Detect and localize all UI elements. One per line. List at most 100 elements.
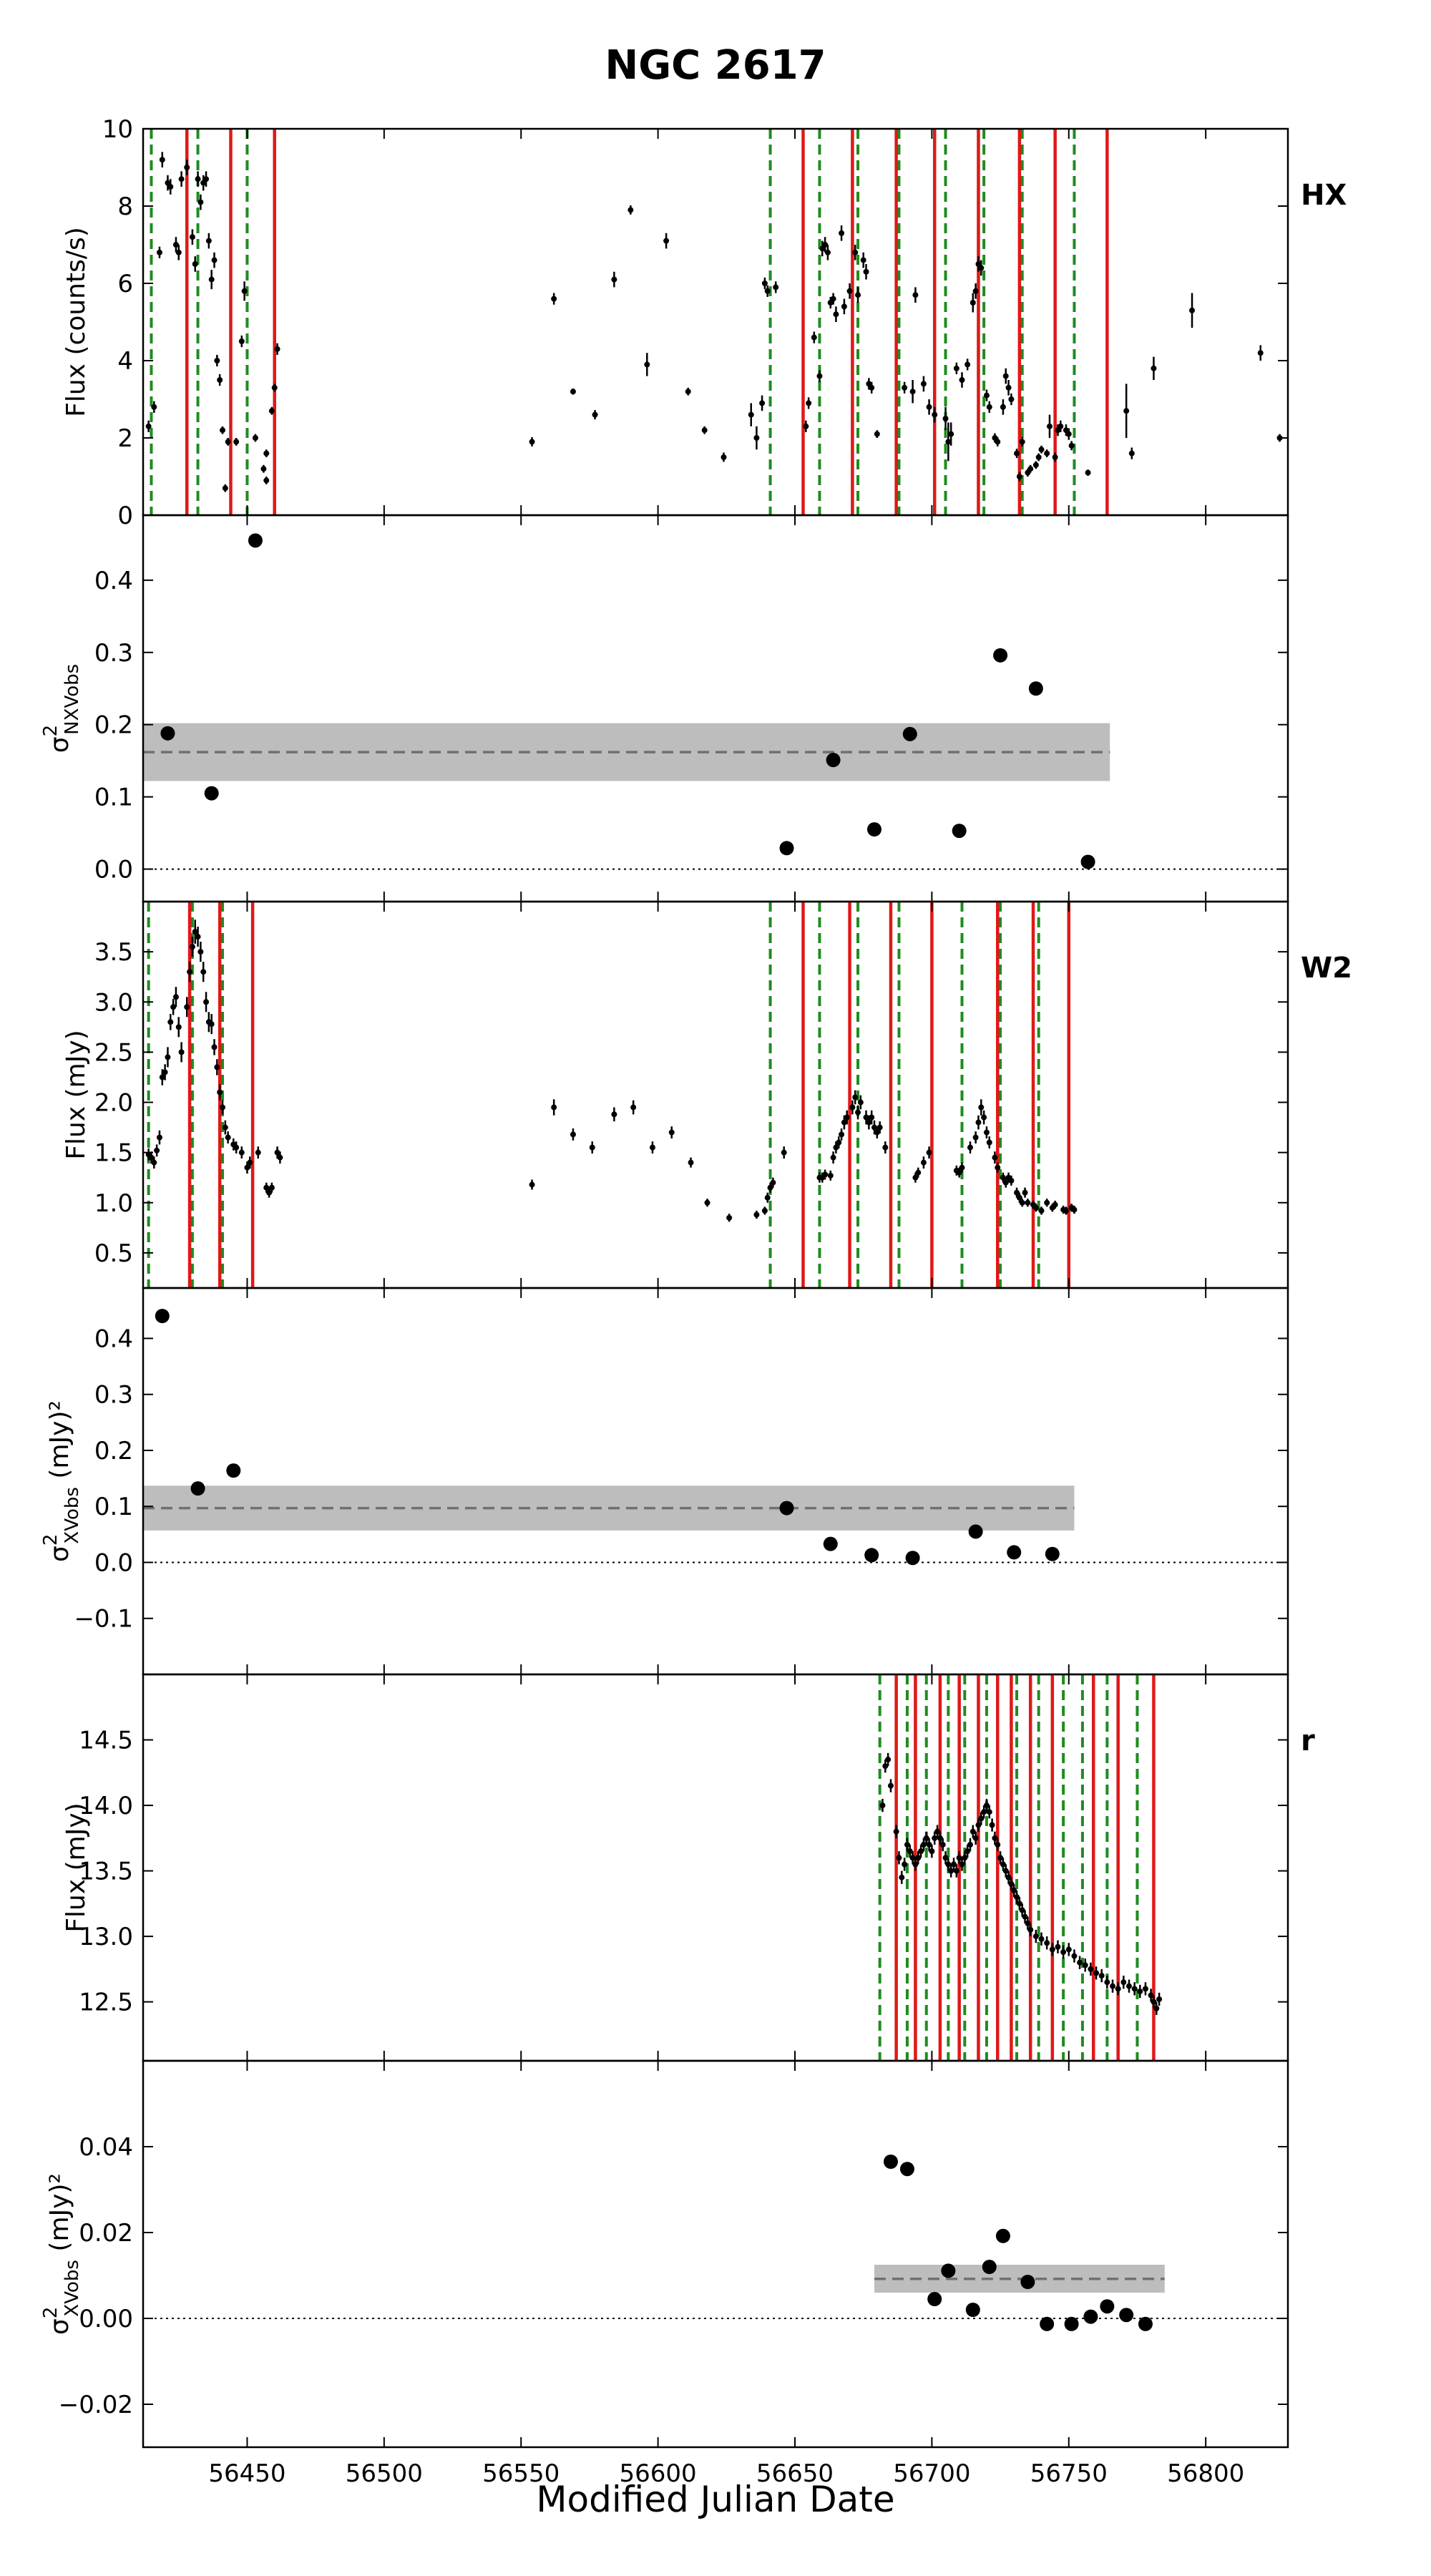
variance-point <box>995 2228 1010 2243</box>
y-tick-label: 14.0 <box>79 1792 133 1820</box>
variance-point <box>965 2303 980 2317</box>
data-point <box>644 361 650 368</box>
variance-point <box>993 648 1008 663</box>
plot-area <box>878 1674 1163 2061</box>
data-point <box>1153 2005 1160 2011</box>
data-point <box>830 296 836 302</box>
variance-point <box>779 841 794 856</box>
panels: 0 2 4 6 8 10 Flux (counts/s) HX 0.0 0.1 0.2 0.3 0.4 σ… <box>40 115 1352 2449</box>
variance-point <box>864 1548 879 1563</box>
data-point <box>920 1841 927 1848</box>
y-label-sub: XVobs <box>62 1487 83 1544</box>
x-tick-label: 56700 <box>893 2459 970 2488</box>
data-point <box>904 1841 910 1848</box>
data-point <box>200 969 207 975</box>
data-point <box>701 427 708 434</box>
data-point <box>824 249 831 255</box>
data-point <box>268 408 275 414</box>
y-axis-label: σ2XVobs (mJy)² <box>40 1400 83 1562</box>
data-point <box>1123 408 1130 414</box>
data-point <box>918 1848 924 1855</box>
data-point <box>704 1199 710 1206</box>
data-point <box>1002 1179 1009 1186</box>
data-point <box>953 1868 959 1874</box>
data-point <box>1008 1177 1015 1184</box>
x-tick-label: 56800 <box>1167 2459 1244 2488</box>
data-point <box>1019 439 1025 445</box>
data-point <box>1052 1201 1058 1208</box>
data-point <box>688 1159 694 1166</box>
variance-point <box>982 2260 997 2274</box>
variance-point <box>941 2263 956 2278</box>
figure-title: NGC 2617 <box>605 42 826 89</box>
data-point <box>912 292 919 298</box>
data-point <box>1022 1913 1028 1920</box>
panel-6: −0.02 0.00 0.02 0.04 σ2XVobs (mJy)² <box>40 2059 1289 2449</box>
variance-point <box>1040 2316 1055 2331</box>
data-point <box>920 381 927 387</box>
data-point <box>244 1164 250 1171</box>
data-point <box>266 1189 273 1196</box>
data-point <box>945 439 952 445</box>
data-point <box>197 199 204 205</box>
data-point <box>920 1159 927 1166</box>
variance-point <box>1138 2316 1153 2331</box>
data-point <box>205 238 212 244</box>
data-point <box>192 261 198 267</box>
data-point <box>951 1861 957 1868</box>
data-point <box>1052 454 1058 460</box>
data-point <box>1032 462 1039 468</box>
data-point <box>1060 1949 1067 1956</box>
data-point <box>926 1149 932 1156</box>
data-point <box>899 1874 905 1880</box>
data-point <box>860 257 866 263</box>
data-point <box>759 400 766 406</box>
data-point <box>1148 1992 1154 1999</box>
data-point <box>589 1144 595 1151</box>
data-point <box>1085 469 1091 476</box>
data-point <box>145 423 152 429</box>
data-point <box>773 284 779 291</box>
data-point <box>178 1049 185 1055</box>
data-point <box>170 1004 177 1010</box>
variance-point <box>1064 2316 1079 2331</box>
data-point <box>217 377 223 383</box>
data-point <box>833 1144 839 1151</box>
data-point <box>986 1809 992 1815</box>
data-point <box>214 1064 220 1070</box>
data-point <box>668 1129 675 1136</box>
y-tick-label: 0.4 <box>94 1324 133 1353</box>
data-point <box>1000 1174 1006 1181</box>
data-point <box>975 1119 982 1126</box>
data-point <box>959 1164 965 1171</box>
data-point <box>909 389 916 395</box>
data-point <box>932 411 938 418</box>
data-point <box>839 230 845 236</box>
data-point <box>192 929 198 935</box>
data-point <box>225 1134 231 1141</box>
variance-point <box>867 822 882 837</box>
data-point <box>1002 373 1009 379</box>
data-point <box>948 1868 954 1874</box>
data-point <box>986 404 992 410</box>
plot-area <box>143 1309 1288 1566</box>
data-point <box>1008 1880 1015 1887</box>
data-point <box>876 1124 883 1131</box>
variance-point <box>1028 681 1043 696</box>
data-point <box>972 1134 979 1141</box>
data-point <box>162 1069 168 1075</box>
data-point <box>995 1164 1001 1171</box>
y-axis-label: Flux (counts/s) <box>62 227 91 417</box>
y-label-sup: 2 <box>40 725 62 737</box>
y-tick-label: 12.5 <box>79 1989 133 2017</box>
x-tick-label: 56450 <box>208 2459 285 2488</box>
data-point <box>277 1154 283 1161</box>
y-tick-label: 0.3 <box>94 639 133 668</box>
data-point <box>923 1835 929 1841</box>
data-point <box>1071 1953 1078 1959</box>
data-point <box>1068 442 1075 449</box>
data-point <box>770 1179 776 1186</box>
data-point <box>726 1214 733 1221</box>
data-point <box>263 1184 270 1191</box>
data-point <box>833 311 839 318</box>
